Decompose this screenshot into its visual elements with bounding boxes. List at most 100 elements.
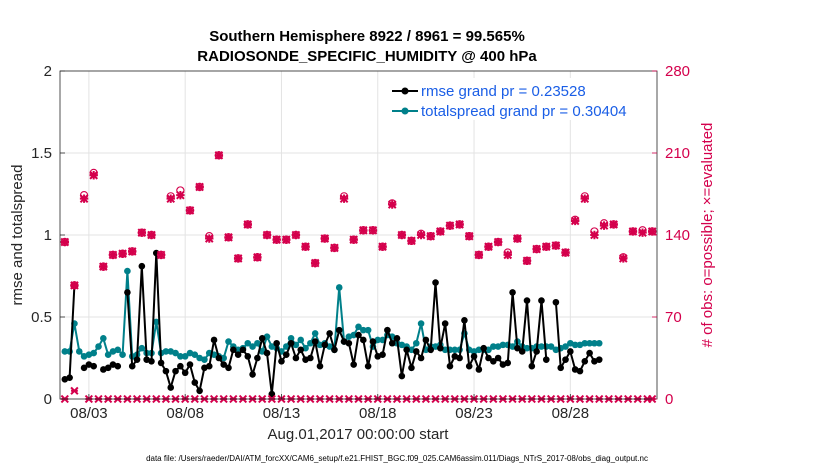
rmse-point xyxy=(114,362,122,370)
rmse-point xyxy=(90,362,98,370)
rmse-point xyxy=(384,326,391,334)
spread-point xyxy=(104,351,112,359)
obs-evaluated-point xyxy=(262,230,272,240)
spread-point xyxy=(297,336,305,344)
spread-point xyxy=(538,343,545,350)
spread-point xyxy=(254,339,261,347)
rmse-point xyxy=(321,341,329,349)
rmse-point xyxy=(490,357,497,365)
obs-evaluated-point xyxy=(445,221,455,230)
obs-evaluated-point xyxy=(397,230,407,240)
rmse-point xyxy=(326,330,333,337)
spread-point xyxy=(119,351,126,359)
rmse-point xyxy=(446,362,454,370)
obs-evaluated-point xyxy=(253,252,262,262)
spread-point xyxy=(172,349,179,357)
rmse-point xyxy=(470,353,478,360)
rmse-point xyxy=(581,357,589,365)
rmse-point xyxy=(66,374,73,381)
y-tick-label: 1 xyxy=(44,227,52,244)
rmse-point xyxy=(518,348,526,355)
obs-evaluated-point xyxy=(70,281,79,290)
obs-evaluated-point xyxy=(426,231,436,241)
rmse-point xyxy=(345,339,353,347)
rmse-point xyxy=(494,354,502,362)
x-tick-label: 08/08 xyxy=(166,405,204,422)
rmse-point xyxy=(128,362,136,370)
obs-evaluated-point xyxy=(532,244,541,254)
legend-rmse-label: rmse grand pr = 0.23528 xyxy=(421,83,586,100)
rmse-point xyxy=(287,339,295,347)
rmse-point xyxy=(379,351,386,359)
rmse-point xyxy=(249,371,256,378)
obs-evaluated-point xyxy=(79,194,89,203)
obs-evaluated-point xyxy=(638,228,647,237)
rmse-point xyxy=(157,359,165,367)
obs-evaluated-point xyxy=(185,206,195,215)
obs-evaluated-point xyxy=(436,227,445,236)
spread-point xyxy=(114,346,122,354)
obs-evaluated-point xyxy=(590,230,599,240)
series-layer xyxy=(60,151,657,404)
rmse-point xyxy=(388,339,396,347)
y-tick-label: 0.5 xyxy=(31,309,52,326)
spread-point xyxy=(547,343,555,350)
obs-evaluated-point xyxy=(291,230,301,240)
obs-evaluated-point xyxy=(609,220,618,229)
y-axis-label: rmse and totalspread xyxy=(9,165,26,306)
y2-tick-label: 210 xyxy=(665,145,690,162)
rmse-point xyxy=(480,344,487,352)
rmse-point xyxy=(268,390,276,398)
spread-point xyxy=(581,339,589,347)
obs-evaluated-point xyxy=(272,235,281,244)
obs-evaluated-point xyxy=(349,235,358,244)
rmse-point xyxy=(297,346,305,354)
obs-evaluated-point xyxy=(570,216,580,226)
rmse-point xyxy=(220,361,227,368)
rmse-point xyxy=(205,362,213,370)
rmse-point xyxy=(417,354,425,362)
rmse-point xyxy=(148,357,155,365)
obs-evaluated-point xyxy=(310,258,320,268)
rmse-point xyxy=(254,354,261,362)
obs-evaluated-point xyxy=(233,254,243,263)
spread-point xyxy=(138,344,146,352)
rmse-point xyxy=(528,362,536,370)
rmse-point xyxy=(225,364,232,372)
rmse-point xyxy=(167,384,175,391)
obs-evaluated-point xyxy=(503,250,513,260)
rmse-point xyxy=(360,336,367,344)
rmse-point xyxy=(124,289,131,296)
obs-evaluated-point xyxy=(455,220,464,229)
y-tick-label: 0 xyxy=(44,391,52,408)
rmse-point xyxy=(278,357,285,365)
rmse-point xyxy=(273,339,280,347)
spread-point xyxy=(591,339,598,347)
obs-evaluated-point xyxy=(195,182,204,192)
obs-evaluated-point xyxy=(359,226,368,235)
rmse-point xyxy=(595,356,603,363)
obs-evaluated-point xyxy=(330,243,339,253)
rmse-point xyxy=(292,354,300,362)
obs-evaluated-point xyxy=(156,250,166,260)
rmse-point xyxy=(244,353,252,360)
rmse-point xyxy=(311,338,319,345)
legend-spread-marker xyxy=(401,107,409,115)
obs-evaluated-point xyxy=(522,256,532,266)
rmse-point xyxy=(412,348,420,355)
obs-evaluated-point xyxy=(387,200,397,209)
legend-rmse-marker xyxy=(401,87,409,95)
obs-evaluated-point xyxy=(378,242,387,252)
x-axis-label: Aug.01,2017 00:00:00 start xyxy=(268,426,450,443)
spread-point xyxy=(220,354,227,362)
rmse-point xyxy=(562,356,569,363)
rmse-point xyxy=(369,338,377,345)
spread-point xyxy=(181,353,189,360)
rmse-point xyxy=(316,362,324,370)
rmse-point xyxy=(215,354,223,362)
rmse-point xyxy=(162,367,170,375)
rmse-point xyxy=(104,364,112,372)
obs-evaluated-point xyxy=(464,231,474,241)
rmse-point xyxy=(181,369,189,377)
